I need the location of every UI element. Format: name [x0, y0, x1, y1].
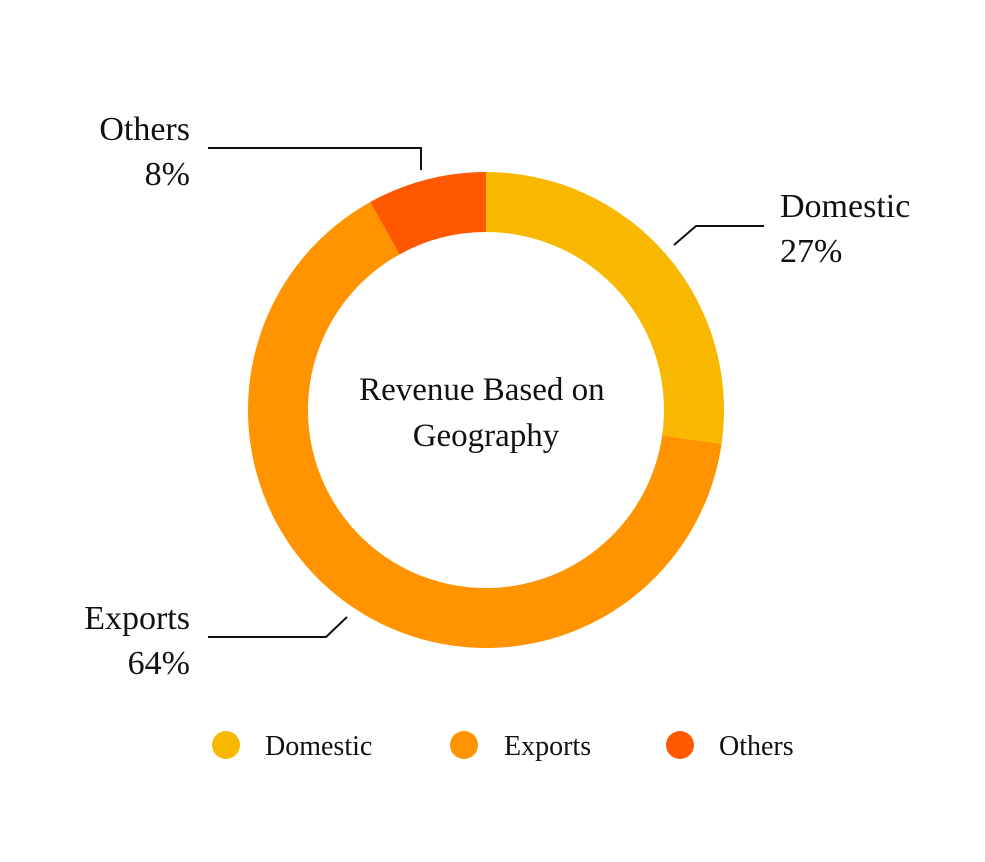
- legend-swatch-others: [666, 731, 694, 759]
- legend-label-others: Others: [719, 731, 794, 762]
- donut-slice-others: [370, 172, 486, 255]
- chart-center-title: Revenue Based on Geography: [359, 372, 613, 454]
- legend-label-exports: Exports: [504, 731, 591, 762]
- exports-callout-value: 64%: [128, 645, 190, 682]
- chart-center-title-line-2: Geography: [413, 418, 560, 454]
- exports-callout-name: Exports: [84, 600, 190, 637]
- legend-swatch-exports: [450, 731, 478, 759]
- legend-label-domestic: Domestic: [265, 731, 372, 762]
- exports-leader-line: [208, 616, 348, 638]
- donut-slices: [248, 172, 725, 649]
- domestic-leader-line: [673, 225, 764, 246]
- legend-swatch-domestic: [212, 731, 240, 759]
- others-callout-value: 8%: [145, 156, 190, 193]
- domestic-callout-name: Domestic: [780, 188, 910, 225]
- legend: Domestic Exports Others: [212, 731, 794, 762]
- chart-center-title-line-1: Revenue Based on: [359, 372, 605, 408]
- others-leader-line: [208, 147, 422, 170]
- donut-slice-domestic: [486, 172, 725, 444]
- domestic-callout-value: 27%: [780, 233, 842, 270]
- others-callout-name: Others: [99, 111, 190, 148]
